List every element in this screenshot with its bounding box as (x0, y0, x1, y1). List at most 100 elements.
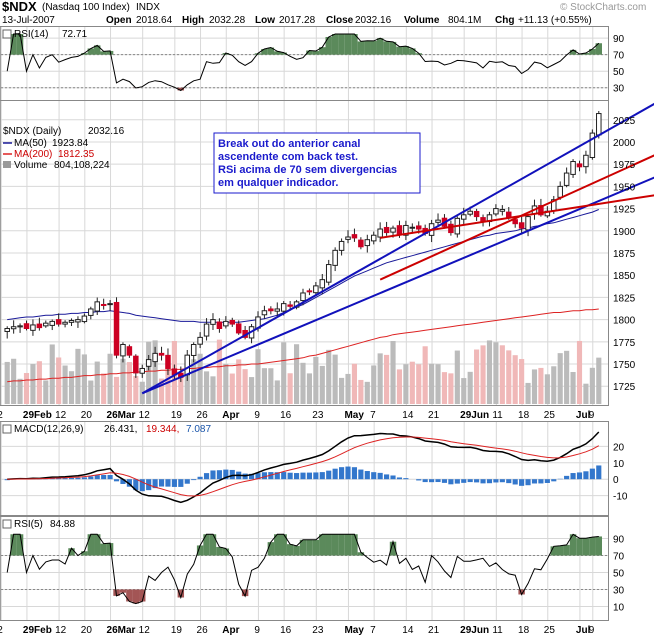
candle-body (165, 354, 171, 369)
volume-bar (448, 373, 454, 404)
rsi5-overbought-fill (216, 547, 223, 556)
macd-histogram-bar (113, 479, 120, 482)
candle-body (473, 210, 480, 218)
macd-histogram-bar (300, 472, 306, 480)
candle-body (557, 185, 563, 198)
volume-bar (152, 340, 158, 404)
macd-histogram-bar (441, 479, 448, 483)
x-tick-label: 9 (589, 410, 595, 421)
volume-bar (345, 373, 351, 404)
volume-bar (474, 349, 480, 404)
rsi5-tick-label: 30 (613, 586, 625, 597)
macd-histogram-bar (474, 479, 480, 483)
candle-body (68, 320, 75, 323)
rsi5-oversold-fill (126, 589, 133, 602)
x-tick-label: 26Mar (107, 625, 136, 636)
macd-histogram-bar (538, 479, 544, 484)
candle-body (325, 264, 332, 283)
volume-bar (538, 367, 544, 404)
volume-bar (281, 342, 287, 404)
rsi5-overbought-fill (94, 534, 101, 556)
candle-body (499, 208, 506, 212)
candle-body (197, 336, 203, 345)
volume-bar (216, 339, 222, 404)
volume-bar (339, 377, 345, 404)
macd-histogram-bar (358, 469, 364, 480)
rsi14-tick-label: 50 (613, 67, 625, 78)
volume-bar (319, 365, 325, 404)
macd-histogram-bar (62, 478, 68, 480)
rsi14-overbought-fill (589, 48, 596, 55)
rsi14-overbought-fill (267, 47, 275, 55)
volume-bar (589, 367, 595, 404)
x-tick-label: 2 (0, 410, 3, 421)
rsi14-overbought-fill (325, 36, 332, 55)
rsi14-oversold-fill (177, 87, 185, 91)
macd-histogram-bar (326, 470, 332, 480)
high-value: 2032.28 (209, 15, 246, 26)
rsi5-plot: 10 30 50 70 90 (1, 533, 625, 614)
x-tick-label: 16 (280, 625, 292, 636)
volume-bar (255, 349, 261, 404)
price-tick-label: 1775 (613, 338, 636, 349)
rsi14-overbought-fill (16, 34, 24, 55)
price-tick-label: 1975 (613, 160, 636, 171)
blue-trendline (141, 102, 654, 395)
candle-body (461, 214, 467, 220)
rsi5-tick-label: 10 (613, 603, 625, 614)
rsi5-overbought-fill (331, 534, 339, 556)
volume-bar (364, 381, 370, 404)
macd-histogram-bar (583, 471, 589, 480)
macd-histogram-bar (345, 466, 351, 480)
macd-histogram-bar (371, 472, 377, 480)
volume-bar (429, 363, 435, 404)
macd-histogram-bar (339, 467, 345, 480)
candle-body (448, 223, 454, 234)
rsi5-overbought-fill (16, 534, 24, 556)
rsi5-overbought-fill (325, 534, 332, 556)
rsi5-oversold-fill (241, 589, 249, 597)
chg-label: Chg (495, 15, 514, 26)
volume-bar (512, 355, 518, 404)
macd-histogram-bar (377, 472, 383, 480)
candle-body (370, 234, 377, 242)
volume-bar (203, 371, 210, 404)
candle-body (345, 236, 351, 240)
high-label: High (182, 15, 204, 26)
macd-histogram-bar (274, 472, 280, 480)
rsi14-overbought-fill (222, 53, 230, 55)
macd-histogram-bar (81, 477, 87, 480)
annotation-line-4: em qualquer indicador. (218, 177, 338, 189)
macd-histogram-bar (531, 479, 538, 484)
candle-body (113, 301, 120, 356)
candle-body (190, 343, 197, 356)
rsi5-overbought-fill (267, 542, 275, 556)
candle-body (107, 303, 113, 306)
macd-histogram-bar (313, 472, 319, 480)
macd-histogram-bar (120, 479, 126, 484)
macd-v1: 26.431, (104, 424, 137, 435)
macd-histogram-bar (203, 473, 210, 480)
candle-body (493, 208, 499, 215)
rsi5-overbought-fill (312, 539, 320, 556)
rsi5-overbought-fill (286, 544, 294, 556)
price-tick-label: 2000 (613, 138, 636, 149)
rsi5-overbought-fill (106, 543, 114, 556)
x-tick-label: Jul (576, 625, 591, 636)
rsi14-overbought-fill (364, 40, 371, 55)
volume-bar (480, 345, 486, 404)
volume-bar (409, 361, 415, 404)
volume-bar (49, 344, 55, 404)
macd-plot: -10 0 10 20 (1, 431, 628, 504)
x-tick-label: 12 (139, 410, 151, 421)
candle-body (396, 225, 403, 235)
volume-bar (544, 374, 550, 404)
rsi14-overbought-fill (569, 49, 577, 55)
macd-histogram-bar (512, 479, 518, 485)
volume-bar (248, 377, 255, 404)
volume-bar (293, 344, 300, 404)
volume-bar (583, 383, 589, 404)
volume-bar (287, 373, 293, 404)
macd-histogram-bar (422, 479, 428, 483)
candle-body (261, 310, 268, 316)
